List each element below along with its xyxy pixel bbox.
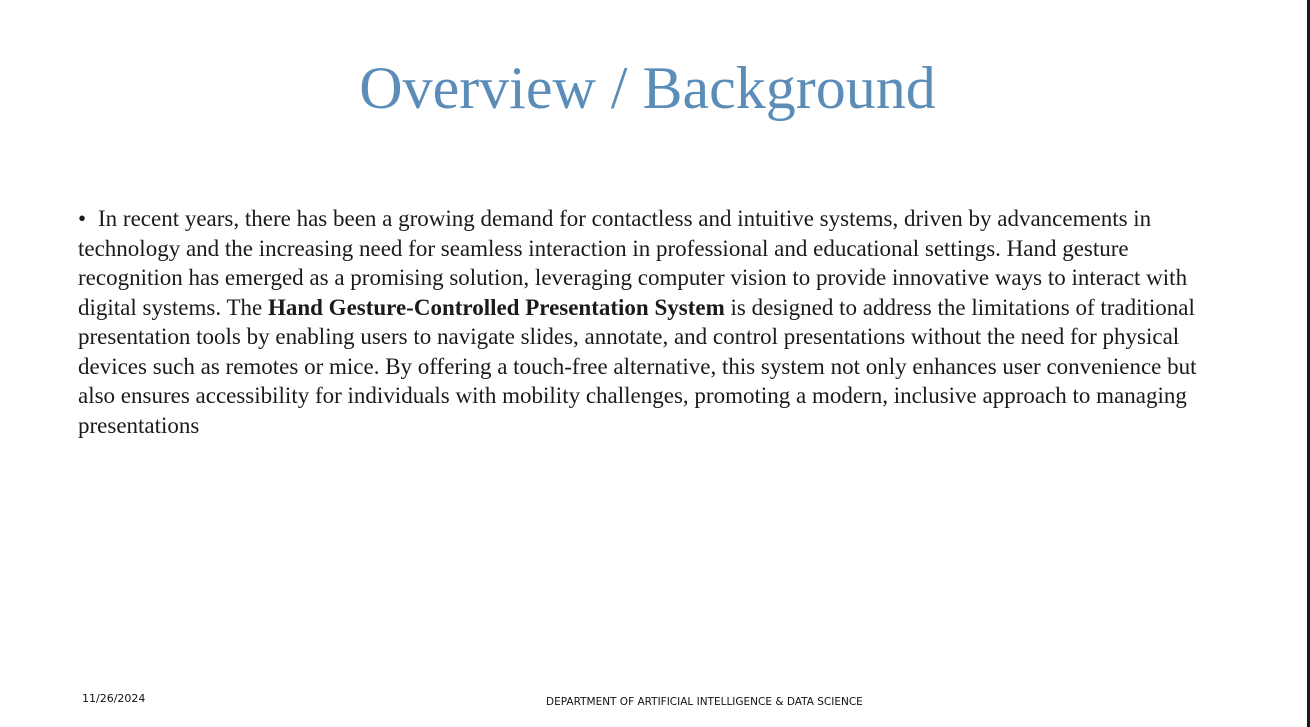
overview-paragraph: • In recent years, there has been a growi… [78, 204, 1218, 440]
paragraph-text-end: is designed to address the limitations o… [78, 294, 1197, 438]
slide-title: Overview / Background [359, 55, 936, 121]
footer-department: DEPARTMENT OF ARTIFICIAL INTELLIGENCE & … [546, 696, 863, 708]
bullet-point: • [78, 206, 87, 231]
system-name-bold: Hand Gesture-Controlled Presentation Sys… [267, 294, 725, 320]
footer-date: 11/26/2024 [82, 692, 146, 705]
slide-edge-divider [1307, 0, 1310, 727]
paragraph-text-start: In recent years, there has been a growin… [78, 206, 1188, 320]
